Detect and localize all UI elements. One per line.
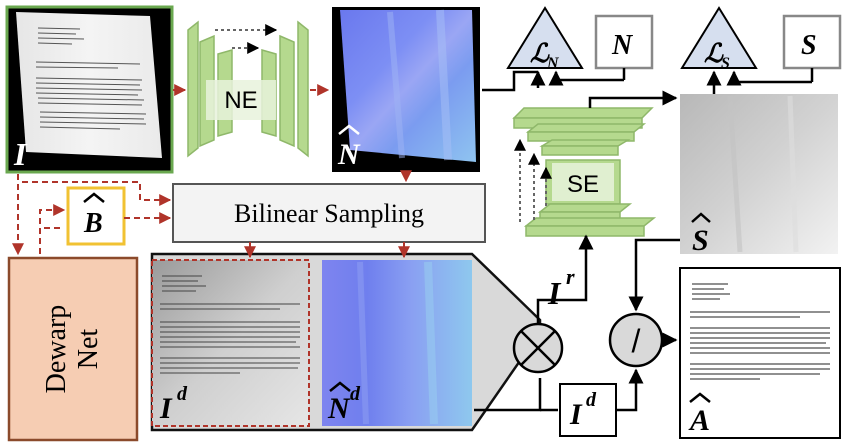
bspline-node: B [66,186,126,246]
loss-n-block: ℒ N N [506,6,654,72]
se-block-4-top [537,203,633,213]
id-box-node: I d [559,383,617,437]
dewarped-normal-sup: d [350,383,361,405]
dewarped-label: I [159,392,173,425]
bspline-box [66,186,126,246]
shading-label: S [692,224,709,257]
dewarped-text-lines [160,275,300,374]
multiply-node [512,322,564,374]
gt-normal-box [594,14,654,70]
normal-map [340,10,476,162]
gt-normal-label: N [611,30,634,61]
loss-n-subscript: N [546,55,560,72]
dewarped-sup: d [177,383,188,405]
dewarped-normal-label: N [327,392,351,425]
gt-shading-box [782,14,842,70]
loss-s-symbol: ℒ [704,39,724,68]
id-box [559,383,617,437]
ne-label-box [206,80,276,120]
se-block-5-top [523,217,657,227]
residual-sup: r [566,264,575,289]
bilinear-box [172,183,486,243]
loss-s-subscript: S [721,55,730,72]
se-network: SE [512,107,657,237]
se-block-2-top [525,123,647,133]
se-block-1-top [512,107,654,119]
ne-block-6 [297,20,309,158]
se-block-3-top [539,139,631,147]
dewarped-image [151,259,310,427]
normal-prediction: N [332,7,480,172]
residual-label: I r [547,264,575,311]
loss-s-block: ℒ S S [680,6,842,72]
dewarped-panel: I d N d [150,252,542,432]
gt-shading-label: S [801,30,817,61]
dewarp-box [7,256,139,442]
id-box-symbol: I [569,398,583,431]
dewarp-label-line1: Dewarp [41,305,72,394]
divide-node: / [608,312,664,368]
ne-network: NE [187,20,309,158]
albedo-text-lines [690,283,830,380]
input-label: I [13,136,28,172]
ne-block-1 [187,20,199,158]
shading-map [680,94,838,254]
input-document-sheet [16,12,162,158]
albedo-label: A [688,404,710,437]
ne-block-5 [279,34,295,148]
input-text-lines [35,27,147,130]
id-box-sup: d [586,389,597,411]
residual-symbol: I [547,275,562,311]
loss-n-symbol: ℒ [530,39,550,68]
input-image: I [5,5,174,174]
bilinear-sampling: Bilinear Sampling [172,183,486,243]
divide-symbol: / [632,323,641,359]
ne-label: NE [224,87,257,114]
loss-n-triangle [506,6,584,69]
albedo-output: A [679,267,841,439]
normal-label: N [337,138,361,171]
bilinear-label: Bilinear Sampling [234,199,424,228]
red-arrows [12,84,412,259]
shading-prediction: S [680,94,838,257]
se-block-3 [541,145,619,156]
dewarped-normal-map [322,260,472,426]
loss-s-triangle [680,6,758,69]
dewarp-net: Dewarp Net [7,256,139,442]
bspline-label: B [83,208,103,239]
black-arrows [474,68,814,412]
se-label: SE [567,171,599,198]
dewarp-label-line2: Net [73,329,104,370]
se-block-5 [525,225,645,237]
